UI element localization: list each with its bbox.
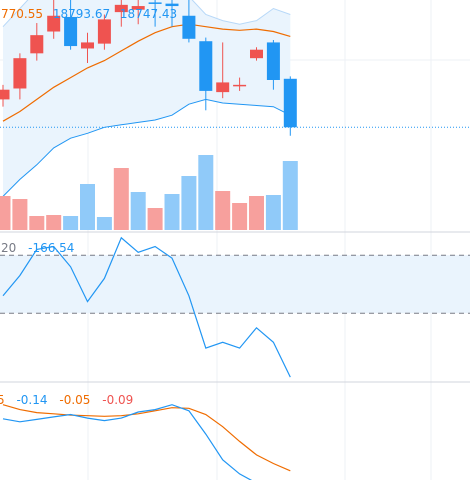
candle xyxy=(13,53,27,100)
macd-legend: 5 -0.14 -0.05 -0.09 xyxy=(0,393,133,407)
candle xyxy=(0,84,10,107)
candle xyxy=(131,0,145,25)
candle-body xyxy=(64,16,78,47)
cci-legend-value: 20 xyxy=(1,241,16,255)
volume-bar xyxy=(29,216,45,230)
volume-bar xyxy=(198,155,214,230)
candle-body xyxy=(283,78,297,128)
volume-bar xyxy=(249,196,264,230)
candle-body xyxy=(47,15,61,32)
candle-body xyxy=(266,42,280,80)
candle-body xyxy=(81,42,94,49)
price-legend-value: 18793.67 xyxy=(53,7,110,21)
candle xyxy=(182,0,196,43)
bollinger-band-fill xyxy=(3,0,291,197)
candle-body xyxy=(0,89,10,100)
candle-body xyxy=(97,19,111,44)
cci-line xyxy=(2,236,291,378)
price-pane xyxy=(0,0,470,197)
candle xyxy=(64,0,78,50)
candle xyxy=(266,40,280,90)
bollinger-upper-line xyxy=(2,0,291,28)
volume-bar xyxy=(0,196,11,230)
volume-bar xyxy=(130,192,146,230)
price-legend-value: 770.55 xyxy=(1,7,43,21)
volume-bar xyxy=(63,216,79,230)
macd-legend-value: 5 xyxy=(0,393,5,407)
candle xyxy=(283,76,297,136)
macd-line xyxy=(2,404,253,480)
candle-body xyxy=(250,49,263,59)
volume-bar xyxy=(181,176,197,230)
candle-body xyxy=(199,41,213,91)
candle-body xyxy=(114,4,128,13)
macd-signal-line xyxy=(2,404,291,472)
candle-body xyxy=(233,84,247,87)
candle xyxy=(148,0,162,27)
volume-bar xyxy=(215,191,231,230)
candle xyxy=(165,0,179,27)
volume-bar xyxy=(46,215,62,230)
cci-pane xyxy=(0,236,470,378)
candle xyxy=(199,37,213,111)
volume-bar xyxy=(265,195,281,230)
volume-bar xyxy=(232,203,248,230)
candle xyxy=(114,0,128,27)
macd-legend-value: -0.09 xyxy=(102,393,133,407)
candle-body xyxy=(165,3,179,7)
candle xyxy=(30,23,44,61)
volume-bar xyxy=(12,199,28,230)
volume-bar xyxy=(147,208,163,230)
volume-bar xyxy=(282,161,298,230)
candle xyxy=(81,32,94,64)
volume-bar xyxy=(80,184,95,230)
candle xyxy=(47,0,61,39)
cci-legend-value: -166.54 xyxy=(28,241,74,255)
moving-average-line xyxy=(2,23,291,122)
cci-legend: 20 -166.54 xyxy=(1,241,74,255)
volume-bar xyxy=(113,168,129,230)
candle-body xyxy=(13,58,27,89)
candle xyxy=(250,47,263,61)
cci-band-fill xyxy=(0,255,470,314)
candle xyxy=(97,14,111,50)
volume-bar xyxy=(96,217,112,230)
candle-body xyxy=(131,6,145,10)
pane-separators xyxy=(0,231,470,383)
volume-pane xyxy=(0,155,298,230)
macd-legend-value: -0.05 xyxy=(59,393,90,407)
macd-legend-value: -0.14 xyxy=(16,393,47,407)
candle-body xyxy=(182,15,196,39)
macd-pane xyxy=(2,404,291,480)
volume-bar xyxy=(164,194,180,230)
bollinger-lower-line xyxy=(2,98,291,197)
price-legend-value: 18747.43 xyxy=(120,7,177,21)
price-legend: 770.55 18793.67 18747.43 xyxy=(1,7,177,21)
candle xyxy=(233,77,247,91)
candle xyxy=(216,42,230,99)
candle-body xyxy=(30,35,44,54)
candle-body xyxy=(216,82,230,93)
candle-body xyxy=(148,2,162,4)
